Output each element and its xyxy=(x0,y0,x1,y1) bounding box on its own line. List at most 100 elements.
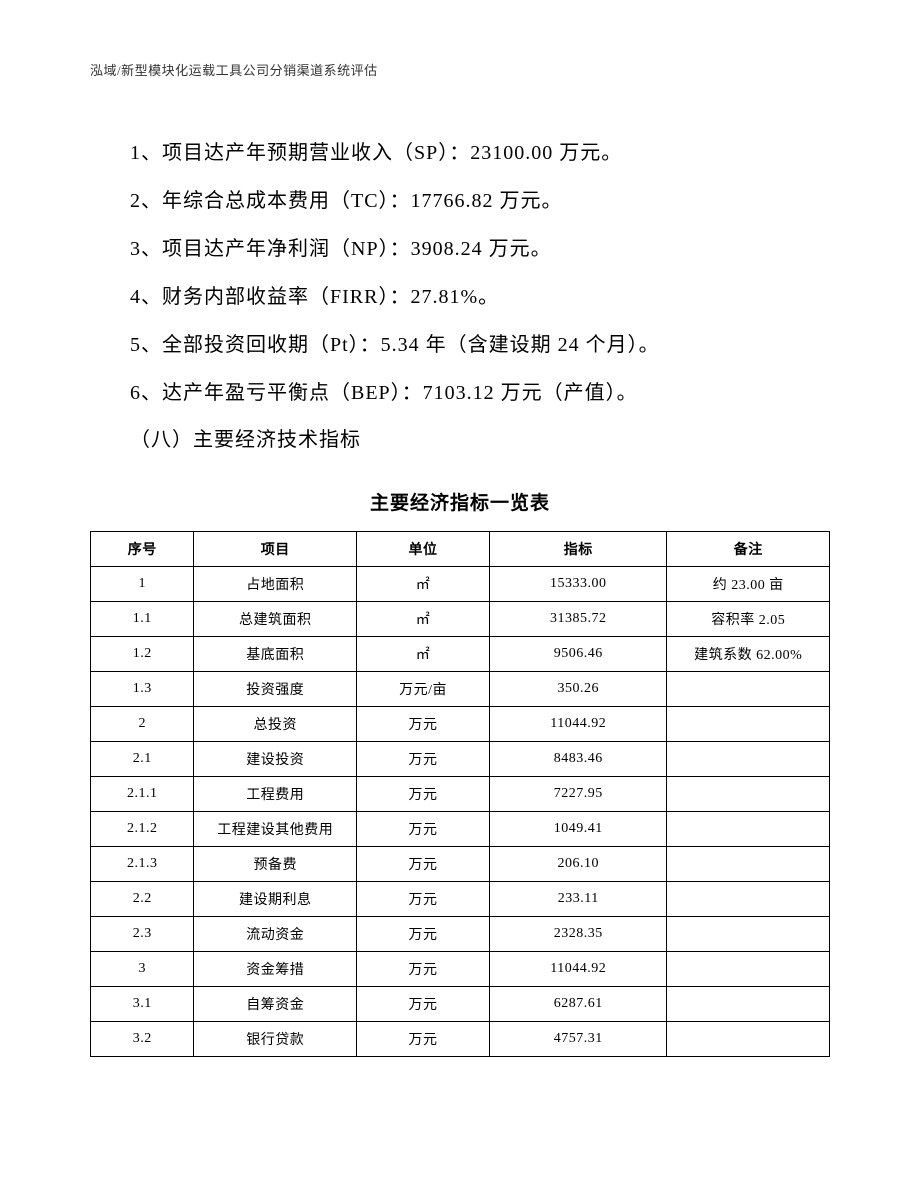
cell-remark xyxy=(667,952,830,987)
table-row: 2.1 建设投资 万元 8483.46 xyxy=(91,742,830,777)
table-row: 2.2 建设期利息 万元 233.11 xyxy=(91,882,830,917)
cell-seq: 3 xyxy=(91,952,194,987)
cell-value: 350.26 xyxy=(490,672,667,707)
cell-value: 11044.92 xyxy=(490,952,667,987)
cell-item: 总建筑面积 xyxy=(194,602,357,637)
cell-seq: 2 xyxy=(91,707,194,742)
cell-remark: 建筑系数 62.00% xyxy=(667,637,830,672)
cell-seq: 2.1.3 xyxy=(91,847,194,882)
cell-value: 2328.35 xyxy=(490,917,667,952)
cell-unit: 万元 xyxy=(357,707,490,742)
table-row: 2.1.1 工程费用 万元 7227.95 xyxy=(91,777,830,812)
table-body: 1 占地面积 ㎡ 15333.00 约 23.00 亩 1.1 总建筑面积 ㎡ … xyxy=(91,567,830,1057)
cell-item: 总投资 xyxy=(194,707,357,742)
cell-value: 9506.46 xyxy=(490,637,667,672)
cell-unit: 万元 xyxy=(357,777,490,812)
table-row: 1.1 总建筑面积 ㎡ 31385.72 容积率 2.05 xyxy=(91,602,830,637)
cell-item: 占地面积 xyxy=(194,567,357,602)
cell-seq: 3.2 xyxy=(91,1022,194,1057)
paragraph-5: 5、全部投资回收期（Pt）：5.34 年（含建设期 24 个月）。 xyxy=(130,321,830,369)
cell-seq: 1.1 xyxy=(91,602,194,637)
cell-value: 31385.72 xyxy=(490,602,667,637)
cell-item: 流动资金 xyxy=(194,917,357,952)
section-heading: （八）主要经济技术指标 xyxy=(130,423,830,452)
table-row: 2.3 流动资金 万元 2328.35 xyxy=(91,917,830,952)
cell-unit: ㎡ xyxy=(357,602,490,637)
cell-item: 资金筹措 xyxy=(194,952,357,987)
cell-unit: 万元 xyxy=(357,812,490,847)
paragraph-2: 2、年综合总成本费用（TC）：17766.82 万元。 xyxy=(130,177,830,225)
cell-remark: 约 23.00 亩 xyxy=(667,567,830,602)
cell-seq: 3.1 xyxy=(91,987,194,1022)
cell-remark xyxy=(667,987,830,1022)
cell-seq: 1.2 xyxy=(91,637,194,672)
cell-value: 206.10 xyxy=(490,847,667,882)
cell-value: 7227.95 xyxy=(490,777,667,812)
cell-remark xyxy=(667,742,830,777)
table-row: 3.1 自筹资金 万元 6287.61 xyxy=(91,987,830,1022)
paragraph-3: 3、项目达产年净利润（NP）：3908.24 万元。 xyxy=(130,225,830,273)
cell-item: 预备费 xyxy=(194,847,357,882)
cell-item: 基底面积 xyxy=(194,637,357,672)
cell-value: 1049.41 xyxy=(490,812,667,847)
table-header-row: 序号 项目 单位 指标 备注 xyxy=(91,532,830,567)
cell-item: 银行贷款 xyxy=(194,1022,357,1057)
cell-seq: 2.1.2 xyxy=(91,812,194,847)
table-row: 3 资金筹措 万元 11044.92 xyxy=(91,952,830,987)
table-row: 1 占地面积 ㎡ 15333.00 约 23.00 亩 xyxy=(91,567,830,602)
cell-value: 4757.31 xyxy=(490,1022,667,1057)
paragraph-1: 1、项目达产年预期营业收入（SP）：23100.00 万元。 xyxy=(130,129,830,177)
cell-item: 建设投资 xyxy=(194,742,357,777)
col-header-remark: 备注 xyxy=(667,532,830,567)
table-row: 2 总投资 万元 11044.92 xyxy=(91,707,830,742)
col-header-value: 指标 xyxy=(490,532,667,567)
table-title: 主要经济指标一览表 xyxy=(90,488,830,515)
cell-value: 6287.61 xyxy=(490,987,667,1022)
table-row: 2.1.2 工程建设其他费用 万元 1049.41 xyxy=(91,812,830,847)
cell-remark: 容积率 2.05 xyxy=(667,602,830,637)
cell-seq: 2.1 xyxy=(91,742,194,777)
cell-remark xyxy=(667,917,830,952)
cell-unit: 万元 xyxy=(357,742,490,777)
cell-remark xyxy=(667,672,830,707)
document-page: 泓域/新型模块化运载工具公司分销渠道系统评估 1、项目达产年预期营业收入（SP）… xyxy=(0,0,920,1117)
col-header-unit: 单位 xyxy=(357,532,490,567)
page-header: 泓域/新型模块化运载工具公司分销渠道系统评估 xyxy=(90,60,830,79)
cell-item: 工程费用 xyxy=(194,777,357,812)
col-header-seq: 序号 xyxy=(91,532,194,567)
cell-remark xyxy=(667,777,830,812)
cell-item: 自筹资金 xyxy=(194,987,357,1022)
cell-remark xyxy=(667,1022,830,1057)
body-text-block: 1、项目达产年预期营业收入（SP）：23100.00 万元。 2、年综合总成本费… xyxy=(130,129,830,417)
paragraph-6: 6、达产年盈亏平衡点（BEP）：7103.12 万元（产值）。 xyxy=(130,369,830,417)
cell-unit: 万元 xyxy=(357,987,490,1022)
table-row: 1.3 投资强度 万元/亩 350.26 xyxy=(91,672,830,707)
table-row: 2.1.3 预备费 万元 206.10 xyxy=(91,847,830,882)
economic-indicators-table: 序号 项目 单位 指标 备注 1 占地面积 ㎡ 15333.00 约 23.00… xyxy=(90,531,830,1057)
cell-value: 11044.92 xyxy=(490,707,667,742)
cell-value: 233.11 xyxy=(490,882,667,917)
cell-item: 工程建设其他费用 xyxy=(194,812,357,847)
cell-unit: 万元 xyxy=(357,847,490,882)
cell-value: 15333.00 xyxy=(490,567,667,602)
cell-remark xyxy=(667,707,830,742)
cell-remark xyxy=(667,882,830,917)
cell-value: 8483.46 xyxy=(490,742,667,777)
cell-remark xyxy=(667,847,830,882)
cell-unit: 万元 xyxy=(357,882,490,917)
cell-unit: 万元/亩 xyxy=(357,672,490,707)
cell-unit: 万元 xyxy=(357,1022,490,1057)
cell-item: 建设期利息 xyxy=(194,882,357,917)
cell-item: 投资强度 xyxy=(194,672,357,707)
cell-seq: 1 xyxy=(91,567,194,602)
cell-unit: ㎡ xyxy=(357,567,490,602)
cell-unit: 万元 xyxy=(357,917,490,952)
cell-seq: 2.2 xyxy=(91,882,194,917)
cell-seq: 2.1.1 xyxy=(91,777,194,812)
table-row: 1.2 基底面积 ㎡ 9506.46 建筑系数 62.00% xyxy=(91,637,830,672)
paragraph-4: 4、财务内部收益率（FIRR）：27.81%。 xyxy=(130,273,830,321)
col-header-item: 项目 xyxy=(194,532,357,567)
cell-unit: 万元 xyxy=(357,952,490,987)
cell-seq: 2.3 xyxy=(91,917,194,952)
cell-unit: ㎡ xyxy=(357,637,490,672)
